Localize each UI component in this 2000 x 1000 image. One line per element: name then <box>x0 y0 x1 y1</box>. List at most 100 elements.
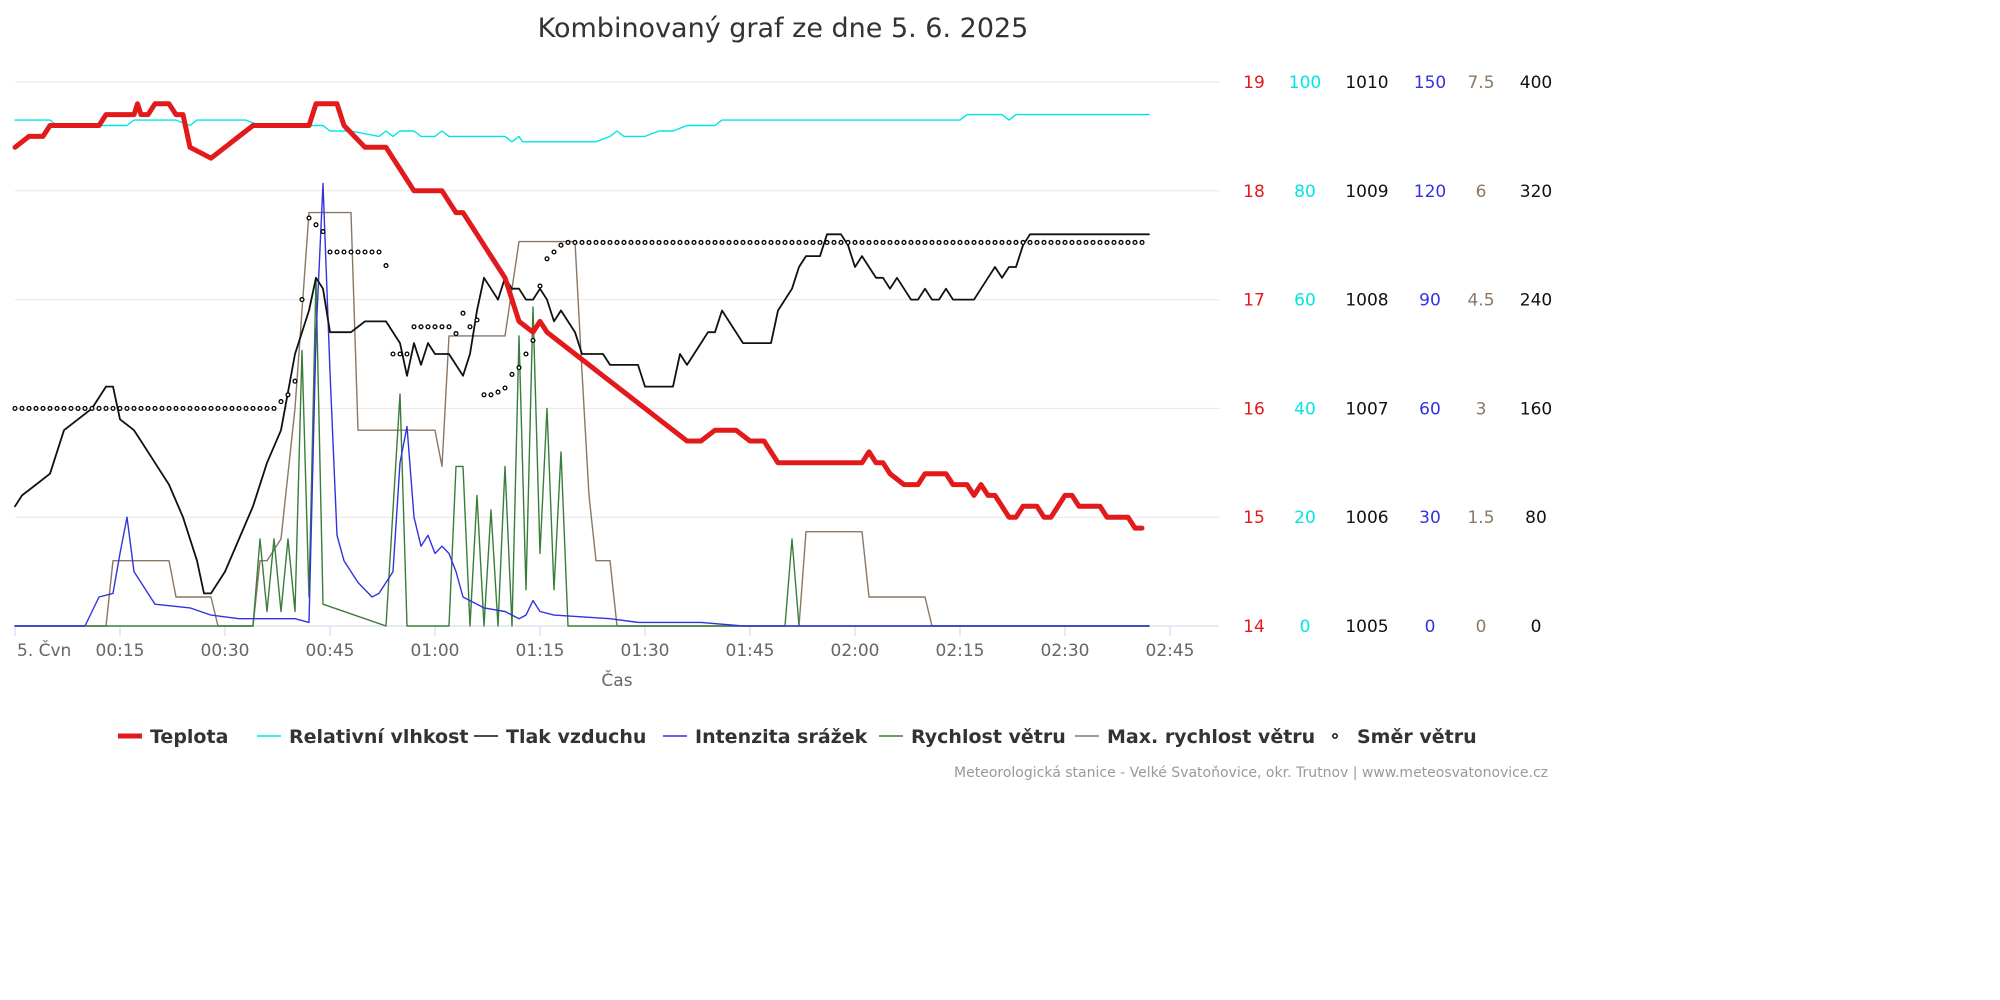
wind-direction-point[interactable] <box>628 239 634 246</box>
wind-direction-point[interactable] <box>852 239 858 246</box>
wind-direction-point[interactable] <box>418 324 424 330</box>
wind-direction-point[interactable] <box>866 239 872 246</box>
wind-direction-point[interactable] <box>593 239 599 246</box>
wind-direction-point[interactable] <box>964 239 970 246</box>
wind-direction-point[interactable] <box>530 337 536 343</box>
wind-direction-point[interactable] <box>138 405 144 411</box>
wind-direction-point[interactable] <box>320 229 326 235</box>
wind-direction-point[interactable] <box>383 263 389 269</box>
wind-direction-point[interactable] <box>950 239 956 246</box>
wind-direction-point[interactable] <box>502 385 508 391</box>
wind-direction-point[interactable] <box>887 239 893 246</box>
wind-direction-point[interactable] <box>33 405 39 411</box>
legend-item[interactable]: Rychlost větru <box>879 726 1066 748</box>
wind-direction-point[interactable] <box>166 405 172 411</box>
wind-direction-point[interactable] <box>1104 239 1110 246</box>
wind-direction-point[interactable] <box>355 249 361 255</box>
wind-direction-point[interactable] <box>376 249 382 255</box>
wind-direction-point[interactable] <box>922 239 928 246</box>
wind-direction-point[interactable] <box>19 405 25 411</box>
wind-direction-point[interactable] <box>719 239 725 246</box>
wind-direction-point[interactable] <box>908 239 914 246</box>
wind-direction-point[interactable] <box>40 405 46 411</box>
wind-direction-point[interactable] <box>208 405 214 411</box>
wind-direction-point[interactable] <box>1034 239 1040 246</box>
wind-direction-point[interactable] <box>831 239 837 246</box>
series-line-relativni-vlhkost[interactable] <box>14 113 1150 143</box>
wind-direction-point[interactable] <box>1118 239 1124 246</box>
wind-direction-point[interactable] <box>789 239 795 246</box>
series-line-rychlost-vetru[interactable] <box>14 277 1150 627</box>
wind-direction-point[interactable] <box>453 331 459 337</box>
wind-direction-point[interactable] <box>817 239 823 246</box>
wind-direction-point[interactable] <box>467 324 473 330</box>
wind-direction-point[interactable] <box>985 239 991 246</box>
wind-direction-point[interactable] <box>880 239 886 246</box>
wind-direction-point[interactable] <box>705 239 711 246</box>
wind-direction-point[interactable] <box>936 239 942 246</box>
wind-direction-point[interactable] <box>754 239 760 246</box>
wind-direction-point[interactable] <box>684 239 690 246</box>
wind-direction-point[interactable] <box>285 392 291 398</box>
wind-direction-point[interactable] <box>1027 239 1033 246</box>
wind-direction-point[interactable] <box>369 249 375 255</box>
wind-direction-point[interactable] <box>572 239 578 246</box>
wind-direction-point[interactable] <box>978 239 984 246</box>
wind-direction-point[interactable] <box>124 405 130 411</box>
wind-direction-point[interactable] <box>1069 239 1075 246</box>
wind-direction-point[interactable] <box>194 405 200 411</box>
wind-direction-point[interactable] <box>446 324 452 330</box>
wind-direction-point[interactable] <box>607 239 613 246</box>
wind-direction-point[interactable] <box>404 351 410 357</box>
wind-direction-point[interactable] <box>152 405 158 411</box>
wind-direction-point[interactable] <box>460 310 466 316</box>
wind-direction-point[interactable] <box>1041 239 1047 246</box>
wind-direction-point[interactable] <box>432 324 438 330</box>
series-line-tlak-vzduchu[interactable] <box>14 233 1150 595</box>
legend-item[interactable]: Intenzita srážek <box>663 726 868 748</box>
wind-direction-point[interactable] <box>838 239 844 246</box>
wind-direction-point[interactable] <box>327 249 333 255</box>
legend-item[interactable]: Relativní vlhkost <box>257 726 468 748</box>
wind-direction-point[interactable] <box>313 222 319 228</box>
wind-direction-point[interactable] <box>516 365 522 371</box>
wind-direction-point[interactable] <box>971 239 977 246</box>
wind-direction-point[interactable] <box>635 239 641 246</box>
wind-direction-point[interactable] <box>110 405 116 411</box>
series-line-intenzita-srazek[interactable] <box>14 182 1150 627</box>
wind-direction-point[interactable] <box>1062 239 1068 246</box>
wind-direction-point[interactable] <box>201 405 207 411</box>
wind-direction-point[interactable] <box>131 405 137 411</box>
wind-direction-point[interactable] <box>299 297 305 303</box>
series-line-max-rychlost-vetru[interactable] <box>14 211 1150 627</box>
wind-direction-point[interactable] <box>411 324 417 330</box>
series-line-teplota[interactable] <box>12 101 1145 531</box>
wind-direction-point[interactable] <box>901 239 907 246</box>
wind-direction-point[interactable] <box>747 239 753 246</box>
wind-direction-point[interactable] <box>250 405 256 411</box>
wind-direction-point[interactable] <box>670 239 676 246</box>
wind-direction-point[interactable] <box>1097 239 1103 246</box>
wind-direction-point[interactable] <box>26 405 32 411</box>
wind-direction-point[interactable] <box>96 405 102 411</box>
wind-direction-point[interactable] <box>537 283 543 289</box>
wind-direction-point[interactable] <box>271 405 277 411</box>
credits[interactable]: Meteorologická stanice - Velké Svatoňovi… <box>954 765 1548 781</box>
wind-direction-point[interactable] <box>775 239 781 246</box>
wind-direction-point[interactable] <box>474 317 480 323</box>
wind-direction-point[interactable] <box>306 215 312 221</box>
wind-direction-point[interactable] <box>649 239 655 246</box>
wind-direction-point[interactable] <box>103 405 109 411</box>
wind-direction-point[interactable] <box>551 249 557 255</box>
wind-direction-point[interactable] <box>54 405 60 411</box>
legend-item[interactable]: Tlak vzduchu <box>474 726 646 748</box>
wind-direction-point[interactable] <box>334 249 340 255</box>
wind-direction-point[interactable] <box>397 351 403 357</box>
wind-direction-point[interactable] <box>824 239 830 246</box>
wind-direction-point[interactable] <box>1083 239 1089 246</box>
wind-direction-point[interactable] <box>390 351 396 357</box>
wind-direction-point[interactable] <box>68 405 74 411</box>
wind-direction-point[interactable] <box>159 405 165 411</box>
legend[interactable]: Teplota Relativní vlhkost Tlak vzduchu Inte… <box>118 726 1477 748</box>
wind-direction-point[interactable] <box>943 239 949 246</box>
